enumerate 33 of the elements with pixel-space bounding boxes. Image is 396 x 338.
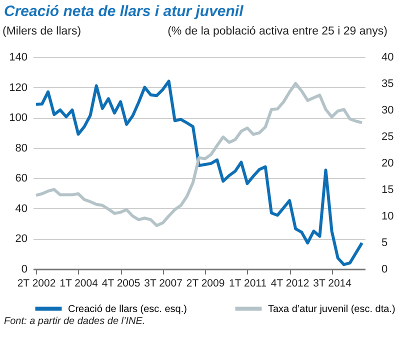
y2-tick-label: 30 bbox=[382, 104, 394, 116]
chart-title: Creació neta de llars i atur juvenil bbox=[4, 3, 244, 20]
y2-tick-label: 35 bbox=[382, 78, 394, 90]
x-tick-label: 4T 2012 bbox=[270, 278, 310, 290]
x-tick-label: 4T 2005 bbox=[102, 278, 140, 290]
y-tick-label: 60 bbox=[15, 172, 28, 185]
y2-tick-label: 0 bbox=[382, 264, 388, 276]
y-tick-label: 120 bbox=[9, 82, 28, 94]
y2-tick-label: 15 bbox=[382, 184, 394, 196]
y-tick-label: 40 bbox=[15, 202, 28, 215]
x-tick-label: 3T 2014 bbox=[313, 278, 352, 290]
y-tick-label: 80 bbox=[15, 142, 28, 154]
x-tick-label: 1T 2011 bbox=[229, 278, 267, 290]
y2-tick-label: 5 bbox=[382, 237, 388, 249]
x-tick-label: 1T 2004 bbox=[60, 278, 98, 290]
y2-tick-label: 10 bbox=[382, 210, 394, 222]
x-tick-label: 2T 2002 bbox=[17, 278, 56, 290]
x-tick-label: 2T 2009 bbox=[186, 278, 225, 290]
line-series bbox=[34, 80, 364, 266]
y2-axis-title: (% de la població activa entre 25 i 29 anys) bbox=[168, 26, 388, 38]
line-series bbox=[34, 82, 364, 228]
y2-tick-label: 40 bbox=[382, 52, 394, 64]
y-tick-label: 20 bbox=[15, 233, 28, 246]
x-tick-label: 3T 2007 bbox=[144, 278, 183, 290]
y-tick-label: 140 bbox=[9, 52, 28, 64]
y2-tick-label: 25 bbox=[382, 131, 394, 143]
legend-label: Taxa d’atur juvenil (esc. dta.) bbox=[268, 304, 396, 315]
text: Font: a partir de dades de l’INE. bbox=[4, 316, 146, 327]
legend-label: Creació de llars (esc. esq.) bbox=[68, 304, 187, 315]
y-axis-title: (Milers de llars) bbox=[2, 26, 82, 38]
y-tick-label: 100 bbox=[9, 112, 28, 124]
y-tick-label: 0 bbox=[21, 264, 28, 276]
y2-tick-label: 20 bbox=[382, 158, 394, 170]
